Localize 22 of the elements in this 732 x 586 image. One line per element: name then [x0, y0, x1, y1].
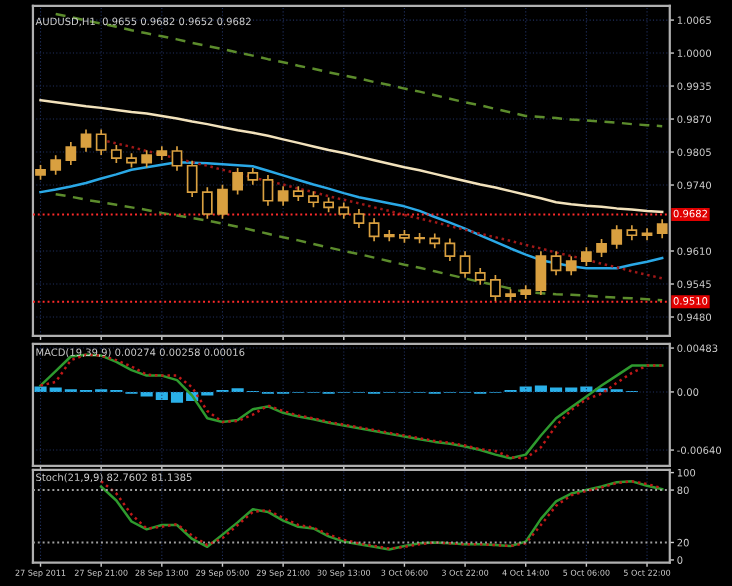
candlestick: [262, 175, 274, 206]
line-series: [54, 192, 664, 302]
candlestick: [550, 251, 562, 276]
candlestick: [217, 184, 228, 219]
candlestick: [186, 160, 198, 198]
candlestick: [611, 225, 623, 249]
candlestick: [459, 251, 471, 278]
candlestick: [383, 229, 395, 242]
candlestick: [641, 228, 653, 241]
line-series: [39, 99, 664, 214]
candlestick: [95, 129, 107, 155]
candlestick: [65, 142, 77, 166]
candlestick: [201, 187, 213, 219]
candlestick: [444, 238, 456, 261]
candlestick: [490, 275, 501, 302]
candlestick: [171, 146, 183, 171]
candlestick: [535, 251, 547, 295]
line-series: [39, 160, 664, 270]
line-series: [39, 353, 664, 460]
candlestick: [368, 218, 380, 242]
candlestick: [232, 167, 244, 195]
candlestick: [80, 129, 92, 152]
